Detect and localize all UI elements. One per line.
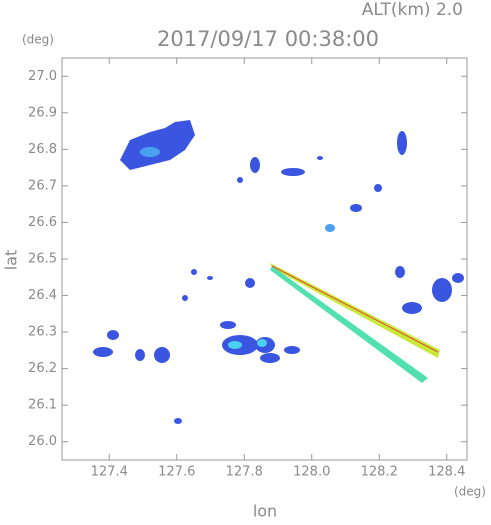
y-tick-label: 26.6 [28, 215, 57, 230]
y-tick-label: 26.2 [28, 361, 57, 376]
y-tick-label: 26.5 [28, 252, 57, 267]
echo [452, 273, 464, 283]
subtitle: ALT(km) 2.0 [362, 0, 463, 20]
echo [325, 224, 335, 232]
echo [228, 341, 242, 349]
echo [182, 295, 188, 301]
x-axis-label: lon [253, 502, 277, 521]
echo [397, 131, 407, 155]
x-tick-label: 128.4 [428, 465, 465, 480]
x-tick-label: 128.2 [361, 465, 398, 480]
y-tick-label: 26.8 [28, 142, 57, 157]
echo [317, 156, 323, 160]
echo [237, 177, 243, 183]
radar-echoes [93, 120, 464, 424]
echo [140, 147, 160, 157]
x-tick-label: 127.8 [226, 465, 263, 480]
y-unit: (deg) [22, 33, 54, 47]
echo [107, 330, 119, 340]
plot-frame [61, 57, 468, 461]
echo [154, 347, 170, 363]
echo [174, 418, 182, 424]
x-tick-label: 127.6 [158, 465, 195, 480]
echo [432, 278, 452, 302]
echo [350, 204, 362, 212]
x-tick-label: 127.4 [91, 465, 128, 480]
echo [374, 184, 382, 192]
echo [250, 157, 260, 173]
echo-streak [270, 266, 428, 383]
y-tick-label: 26.4 [28, 288, 57, 303]
echo [402, 302, 422, 314]
echo-streak [271, 265, 439, 353]
y-tick-label: 26.7 [28, 178, 57, 193]
echo [284, 346, 300, 354]
echo [395, 266, 405, 278]
echo [220, 321, 236, 329]
y-tick-label: 26.0 [28, 434, 57, 449]
x-tick-label: 128.0 [293, 465, 330, 480]
echo [135, 349, 145, 361]
y-tick-label: 26.9 [28, 105, 57, 120]
echo [245, 278, 255, 288]
echo [281, 168, 305, 176]
echo [120, 120, 195, 170]
y-axis-label: lat [2, 250, 21, 271]
echo [207, 276, 213, 280]
echo [93, 347, 113, 357]
y-tick-label: 26.1 [28, 398, 57, 413]
echo [260, 353, 280, 363]
x-unit: (deg) [454, 485, 486, 499]
y-tick-label: 26.3 [28, 325, 57, 340]
echo [257, 339, 267, 347]
chart-title: 2017/09/17 00:38:00 [157, 27, 379, 51]
echo [191, 269, 197, 275]
y-tick-label: 27.0 [28, 69, 57, 84]
